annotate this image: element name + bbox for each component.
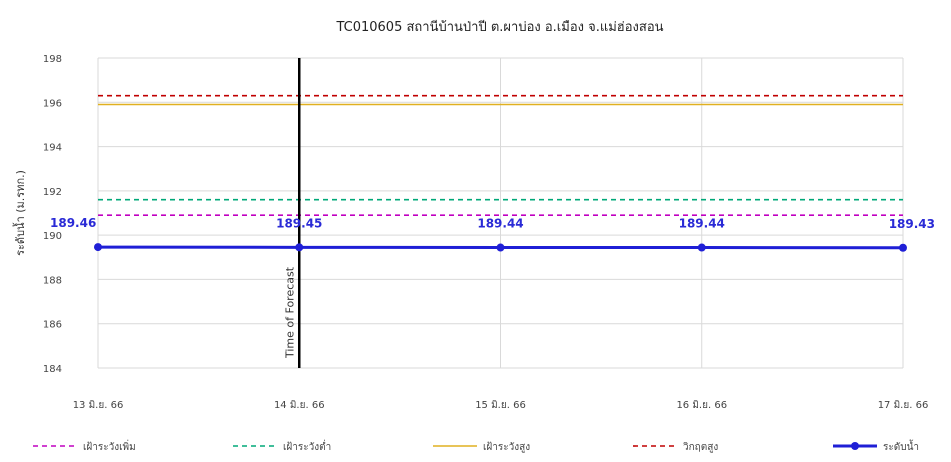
threshold-lines bbox=[98, 94, 903, 217]
legend-item: เฝ้าระวังสูง bbox=[433, 441, 530, 453]
y-tick-label: 186 bbox=[43, 320, 62, 331]
legend-label: เฝ้าระวังเพิ่ม bbox=[83, 439, 136, 453]
data-label: 189.46 bbox=[50, 216, 96, 230]
y-tick-label: 188 bbox=[43, 275, 62, 286]
y-tick-label: 196 bbox=[43, 98, 62, 109]
data-point bbox=[899, 243, 907, 252]
legend-marker bbox=[851, 442, 859, 450]
y-tick-label: 198 bbox=[43, 54, 62, 65]
y-tick-labels: 184 186 188 190 192 194 196 198 bbox=[43, 54, 62, 375]
plot-grid bbox=[97, 57, 904, 369]
data-label: 189.45 bbox=[276, 216, 322, 230]
y-tick-label: 192 bbox=[43, 187, 62, 198]
forecast-marker: Time of Forecast bbox=[283, 58, 301, 368]
legend-label: ระดับน้ำ bbox=[883, 439, 919, 453]
data-label: 189.44 bbox=[477, 217, 523, 231]
legend-item: ระดับน้ำ bbox=[833, 439, 919, 453]
data-point bbox=[496, 243, 505, 252]
data-point bbox=[697, 243, 706, 252]
y-tick-label: 190 bbox=[43, 231, 62, 242]
data-label: 189.43 bbox=[889, 217, 935, 231]
y-axis-title: ระดับน้ำ (ม.รทก.) bbox=[12, 170, 27, 256]
x-tick-labels: 13 มิ.ย. 66 14 มิ.ย. 66 15 มิ.ย. 66 16 มิ.ย… bbox=[73, 400, 929, 411]
x-tick-label: 17 มิ.ย. 66 bbox=[878, 400, 929, 411]
x-tick-label: 14 มิ.ย. 66 bbox=[274, 400, 325, 411]
data-point bbox=[295, 243, 304, 252]
legend-item: เฝ้าระวังเพิ่ม bbox=[33, 439, 136, 453]
series-layer: 189.46 189.45 189.44 189.44 189.43 bbox=[50, 216, 935, 252]
x-tick-label: 16 มิ.ย. 66 bbox=[676, 400, 727, 411]
legend-label: วิกฤตสูง bbox=[683, 442, 719, 453]
legend-item: เฝ้าระวังต่ำ bbox=[233, 439, 331, 453]
forecast-label: Time of Forecast bbox=[283, 266, 296, 359]
legend-item: วิกฤตสูง bbox=[633, 442, 718, 453]
y-tick-label: 184 bbox=[43, 364, 62, 375]
data-point bbox=[94, 243, 102, 252]
x-tick-label: 15 มิ.ย. 66 bbox=[475, 400, 526, 411]
legend: เฝ้าระวังเพิ่ม เฝ้าระวังต่ำ เฝ้าระวังสูง วิ… bbox=[33, 439, 919, 453]
y-tick-label: 194 bbox=[43, 143, 62, 154]
legend-label: เฝ้าระวังต่ำ bbox=[283, 439, 331, 453]
x-tick-label: 13 มิ.ย. 66 bbox=[73, 400, 124, 411]
chart-title: TC010605 สถานีบ้านป่าปี ต.ผาบ่อง อ.เมือง… bbox=[335, 19, 663, 35]
data-label: 189.44 bbox=[679, 217, 725, 231]
legend-label: เฝ้าระวังสูง bbox=[483, 441, 530, 453]
